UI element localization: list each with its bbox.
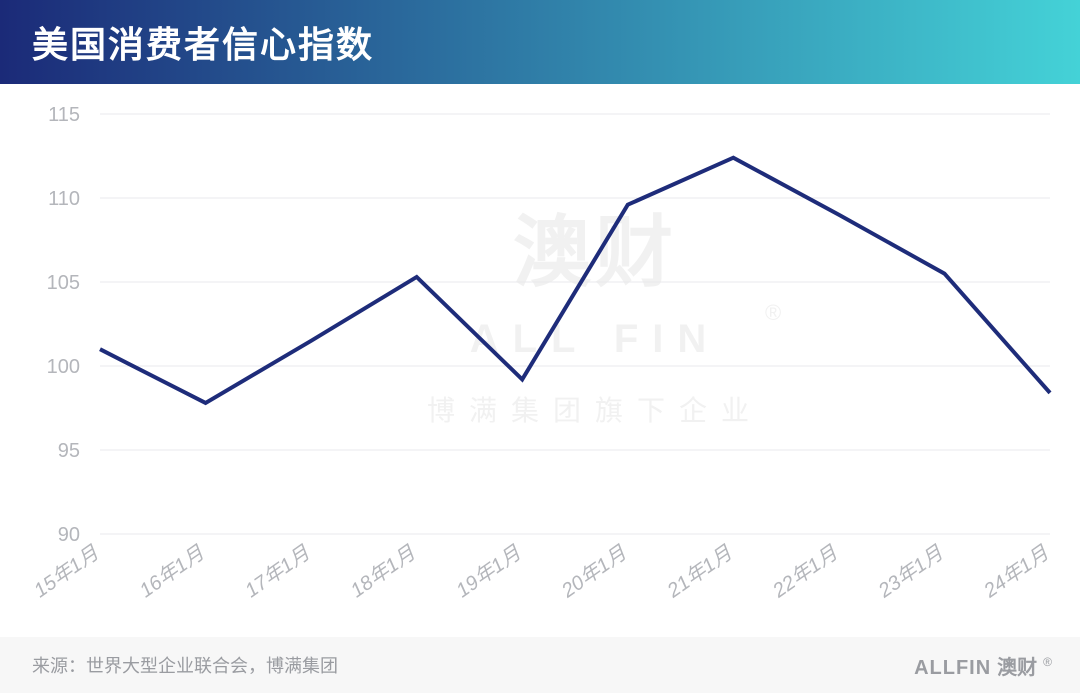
brand-en: ALLFIN — [914, 657, 991, 680]
svg-text:17年1月: 17年1月 — [241, 542, 315, 603]
svg-text:110: 110 — [48, 188, 80, 210]
brand-cn: 澳财 — [997, 651, 1037, 680]
chart-title: 美国消费者信心指数 — [32, 16, 374, 68]
svg-text:20年1月: 20年1月 — [557, 542, 631, 603]
svg-text:15年1月: 15年1月 — [30, 542, 104, 603]
chart-footer: 来源：世界大型企业联合会，博满集团 ALLFIN 澳财 ® — [0, 637, 1080, 693]
source-prefix: 来源： — [32, 656, 86, 676]
svg-text:22年1月: 22年1月 — [768, 542, 842, 603]
svg-text:博满集团旗下企业: 博满集团旗下企业 — [427, 395, 763, 426]
svg-text:18年1月: 18年1月 — [347, 542, 421, 603]
svg-text:100: 100 — [47, 356, 80, 378]
svg-text:16年1月: 16年1月 — [136, 542, 210, 603]
svg-text:19年1月: 19年1月 — [452, 542, 526, 603]
svg-text:21年1月: 21年1月 — [663, 542, 737, 603]
source-body: 世界大型企业联合会，博满集团 — [86, 656, 338, 676]
svg-text:24年1月: 24年1月 — [979, 542, 1053, 603]
source-text: 来源：世界大型企业联合会，博满集团 — [32, 652, 338, 678]
line-chart-svg: 澳财 ALL FIN ® 博满集团旗下企业 90 95 100 105 110 115 15年1月 1… — [0, 84, 1080, 637]
brand-reg-icon: ® — [1043, 655, 1052, 669]
svg-text:105: 105 — [47, 272, 80, 294]
svg-text:90: 90 — [58, 524, 80, 546]
svg-text:95: 95 — [58, 440, 80, 462]
svg-text:115: 115 — [48, 104, 80, 126]
svg-text:23年1月: 23年1月 — [874, 542, 948, 603]
svg-text:®: ® — [765, 300, 781, 325]
chart-container: 美国消费者信心指数 澳财 ALL FIN ® 博满集团旗下企业 90 95 100 105 11… — [0, 0, 1080, 693]
svg-text:ALL FIN: ALL FIN — [470, 317, 721, 361]
chart-plot-area: 澳财 ALL FIN ® 博满集团旗下企业 90 95 100 105 110 115 15年1月 1… — [0, 84, 1080, 637]
brand-logo: ALLFIN 澳财 ® — [914, 651, 1052, 680]
chart-header: 美国消费者信心指数 — [0, 0, 1080, 84]
svg-text:澳财: 澳财 — [513, 208, 677, 296]
